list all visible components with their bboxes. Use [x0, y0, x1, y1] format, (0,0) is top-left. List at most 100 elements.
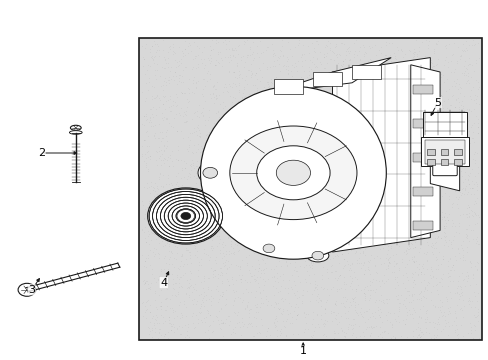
Point	[189, 77, 197, 83]
Point	[268, 51, 276, 57]
Point	[260, 203, 268, 209]
Point	[427, 268, 435, 274]
Point	[227, 238, 235, 244]
Point	[190, 296, 198, 302]
Point	[463, 145, 470, 150]
Point	[179, 226, 186, 232]
Point	[236, 276, 244, 282]
Point	[140, 137, 148, 143]
Point	[251, 100, 259, 106]
Point	[420, 209, 428, 215]
Point	[366, 194, 374, 199]
Point	[162, 134, 169, 139]
Point	[172, 73, 180, 79]
Point	[391, 335, 399, 341]
Ellipse shape	[70, 125, 81, 130]
Point	[162, 145, 170, 151]
Point	[234, 228, 242, 234]
Point	[454, 296, 462, 302]
Point	[253, 87, 261, 93]
Point	[247, 320, 255, 326]
Point	[296, 247, 304, 252]
Point	[293, 136, 301, 142]
Point	[187, 161, 195, 167]
Point	[244, 165, 251, 171]
Point	[351, 123, 359, 129]
Point	[306, 90, 314, 96]
Point	[193, 43, 201, 49]
Point	[166, 43, 174, 49]
Point	[460, 169, 468, 175]
Point	[291, 165, 299, 170]
Point	[241, 143, 249, 149]
Point	[433, 85, 441, 91]
Point	[417, 39, 425, 45]
Point	[380, 328, 387, 334]
Point	[413, 89, 421, 94]
Point	[234, 100, 242, 106]
Point	[437, 300, 445, 305]
Point	[356, 98, 364, 104]
Point	[302, 167, 309, 172]
Point	[300, 244, 307, 249]
Point	[270, 304, 278, 310]
Point	[262, 114, 270, 120]
Point	[381, 222, 388, 228]
Bar	[412, 153, 432, 162]
Point	[171, 99, 179, 105]
Point	[340, 180, 348, 186]
Circle shape	[18, 283, 36, 296]
Point	[156, 171, 164, 177]
Point	[236, 324, 244, 330]
Point	[420, 319, 427, 325]
Point	[179, 263, 187, 269]
Point	[297, 129, 305, 135]
Point	[440, 324, 447, 329]
Point	[144, 231, 152, 237]
Point	[194, 141, 202, 147]
Point	[455, 291, 463, 297]
Point	[175, 232, 183, 238]
Point	[298, 168, 305, 174]
Point	[418, 72, 426, 78]
Point	[185, 185, 193, 191]
Point	[369, 60, 377, 66]
Point	[267, 95, 275, 101]
Point	[396, 300, 404, 306]
Point	[300, 147, 307, 153]
Point	[310, 288, 318, 293]
Point	[197, 227, 205, 233]
Point	[451, 194, 459, 200]
Point	[398, 174, 406, 180]
Point	[192, 149, 200, 154]
Point	[304, 230, 312, 235]
Point	[465, 140, 472, 146]
Point	[367, 279, 375, 284]
Point	[177, 105, 185, 111]
Point	[230, 174, 238, 179]
Point	[393, 48, 401, 53]
Point	[284, 213, 291, 219]
Point	[307, 243, 315, 249]
Point	[316, 303, 324, 309]
Point	[221, 320, 229, 326]
Point	[458, 333, 466, 339]
Point	[194, 320, 202, 326]
Point	[166, 46, 174, 51]
Point	[155, 53, 163, 59]
Point	[269, 177, 277, 183]
Point	[165, 163, 173, 168]
Point	[264, 231, 271, 237]
Point	[225, 185, 233, 191]
Point	[369, 203, 377, 209]
Point	[341, 56, 348, 62]
Point	[325, 220, 332, 226]
Point	[145, 331, 153, 337]
Point	[207, 298, 215, 303]
Point	[400, 321, 408, 327]
Point	[341, 334, 348, 340]
Point	[252, 301, 260, 307]
Point	[233, 150, 241, 156]
Point	[200, 56, 207, 62]
Point	[456, 102, 464, 108]
